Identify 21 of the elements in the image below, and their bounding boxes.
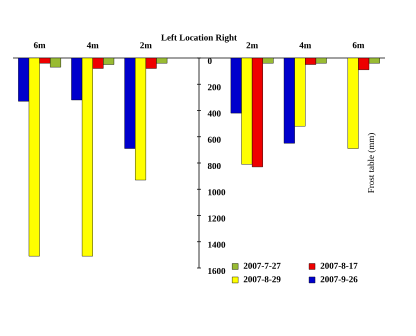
x-tick-label: 6m: [352, 42, 364, 48]
x-tick-label: 2m: [246, 42, 258, 48]
y-tick-label: 1400: [208, 242, 226, 248]
chart-title: Left Location Right: [161, 34, 237, 42]
legend-label: 2007-8-29: [244, 276, 281, 282]
x-tick-label: 4m: [299, 42, 312, 48]
x-tick-label: 2m: [140, 42, 152, 48]
y-tick-label: 600: [208, 136, 221, 143]
y-tick-label: 0: [208, 58, 212, 64]
y-tick-label: 800: [208, 162, 221, 170]
legend-label: 2007-7-27: [244, 262, 281, 269]
legend-label: 2007-9-26: [320, 276, 358, 282]
y-tick-label: 1000: [208, 189, 226, 196]
y-tick-label: 200: [208, 84, 221, 90]
y-tick-label: 400: [208, 110, 221, 117]
y-tick-label: 1200: [208, 215, 226, 222]
x-tick-label: 6m: [34, 42, 46, 48]
y-axis-title: Frost table (mm): [368, 133, 376, 193]
x-tick-label: 4m: [86, 42, 99, 48]
legend-label: 2007-8-17: [320, 262, 358, 269]
y-tick-label: 1600: [208, 268, 226, 274]
